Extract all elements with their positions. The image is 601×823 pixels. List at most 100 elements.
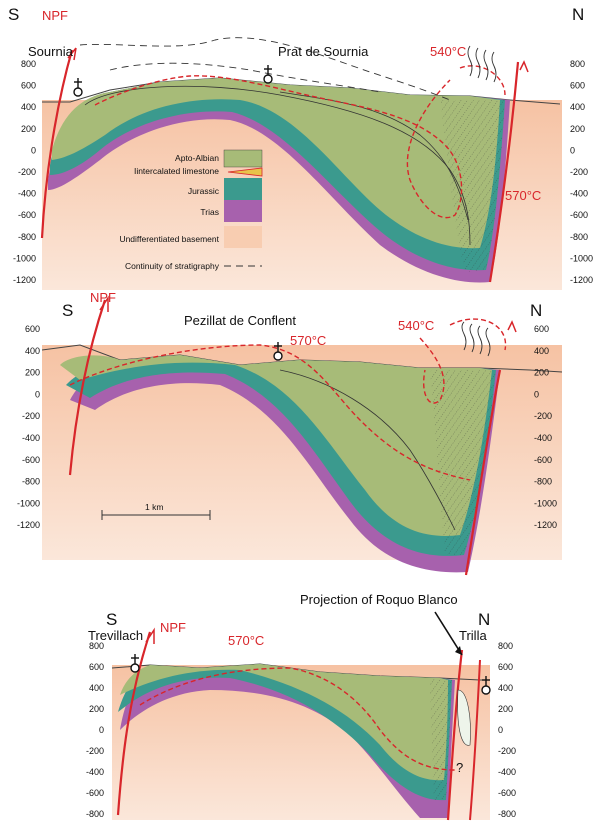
continuity-line-1b [109,62,381,93]
tick-label: 400 [498,683,513,693]
tick-label: -600 [86,788,104,798]
tick-label: -800 [570,232,588,242]
temp-a-2: 570°C [290,333,326,348]
tick-label: -800 [534,477,552,487]
tick-label: 200 [25,368,40,378]
locality-right-3: Trilla [459,628,487,643]
tick-label: 200 [570,124,585,134]
legend-swatch-limestone [227,167,263,177]
tick-label: -1000 [570,253,593,263]
tick-label: 600 [534,324,549,334]
legend-swatch-trias [224,200,262,222]
tick-label: 200 [21,124,36,134]
fault-right-3 [469,659,481,821]
tick-label: 0 [99,725,104,735]
tick-label: 200 [534,368,549,378]
fault-npf-3 [116,631,152,816]
tick-label: -1000 [13,253,36,263]
hatched-zone-1 [440,100,505,272]
fault-arrow-3 [145,627,155,644]
legend-limestone: Iintercalated limestone [134,166,219,176]
locality-left-1: Sournia [28,44,74,59]
legend-trias: Trias [200,207,219,217]
tick-label: 0 [35,389,40,399]
tick-label: 400 [534,346,549,356]
tick-label: -600 [570,210,588,220]
tick-label: -600 [534,455,552,465]
roquo-arrow [434,611,463,656]
south-label-3: S [106,610,117,629]
fault-npf-2 [68,299,107,476]
tick-label: -200 [18,167,36,177]
tick-label: 400 [570,102,585,112]
tick-label: -200 [86,746,104,756]
legend-apto-albian: Apto-Albian [175,153,219,163]
locality-center-2: Pezillat de Conflent [184,313,296,328]
section-1: S N NPF Sournia Prat de Sournia 540°C 57… [8,5,584,290]
fault-npf-1 [40,49,74,239]
legend-swatch-apto-albian [223,149,263,168]
isograd-3 [139,667,456,771]
tick-label: -800 [86,809,104,819]
tick-label: -1200 [570,275,593,285]
section-2: 1 km S N NPF Pezillat de Conflent 570°C … [41,290,563,576]
tick-label: 600 [21,81,36,91]
tick-label: -600 [22,455,40,465]
temp-a-1: 540°C [430,44,466,59]
continuity-line-1 [79,37,451,101]
tick-label: 800 [89,641,104,651]
pluton-symbol-3a [130,654,140,673]
locality-center-1: Prat de Sournia [278,44,369,59]
locality-left-3: Trevillach [88,628,143,643]
tick-label: 0 [534,389,539,399]
minor-folds-1 [467,45,497,83]
isograd-2 [69,344,471,481]
tick-label: -400 [18,189,36,199]
apto-albian-layer-3 [120,664,448,781]
north-label-1: N [572,5,584,24]
legend-swatch-basement [224,226,262,248]
pluton-symbol-1a [73,78,83,97]
tick-label: 600 [570,81,585,91]
hatched-zone-2 [430,370,496,555]
fault-north-3 [446,649,464,821]
tick-label: -400 [534,433,552,443]
tick-label: -800 [498,809,516,819]
roquo-arrowhead [455,646,462,655]
projection-label: Projection of Roquo Blanco [300,592,458,607]
tick-label: 600 [89,662,104,672]
tick-label: -400 [498,767,516,777]
legend-continuity: Continuity of stratigraphy [125,261,220,271]
south-label-1: S [8,5,19,24]
isograd-2b [419,318,507,404]
temp-b-2: 540°C [398,318,434,333]
tick-label: 400 [21,102,36,112]
north-label-3: N [478,610,490,629]
scale-label: 1 km [145,502,163,512]
tick-label: 800 [21,59,36,69]
tick-label: -400 [22,433,40,443]
temp-b-1: 570°C [505,188,541,203]
section-3: S N NPF Trevillach Trilla 570°C Projecti… [88,592,491,821]
tick-label: 400 [25,346,40,356]
apto-albian-layer-1 [52,78,500,249]
tick-label: -800 [22,477,40,487]
south-label-2: S [62,301,73,320]
tick-label: 0 [498,725,503,735]
scale-bar [101,510,211,520]
tick-label: -1200 [17,520,40,530]
white-lens-3 [457,689,471,746]
tick-label: 200 [89,704,104,714]
pluton-symbol-2 [273,342,283,361]
tick-label: -400 [570,189,588,199]
isograd-1b [459,65,506,96]
fault-arrow-2b [507,320,517,333]
legend-swatch-jurassic [224,178,262,200]
tick-label: -200 [498,746,516,756]
fault-label-2: NPF [90,290,116,305]
tick-label: 800 [570,59,585,69]
minor-folds-2 [461,321,491,357]
tick-label: -600 [498,788,516,798]
isograd-1 [94,75,463,219]
